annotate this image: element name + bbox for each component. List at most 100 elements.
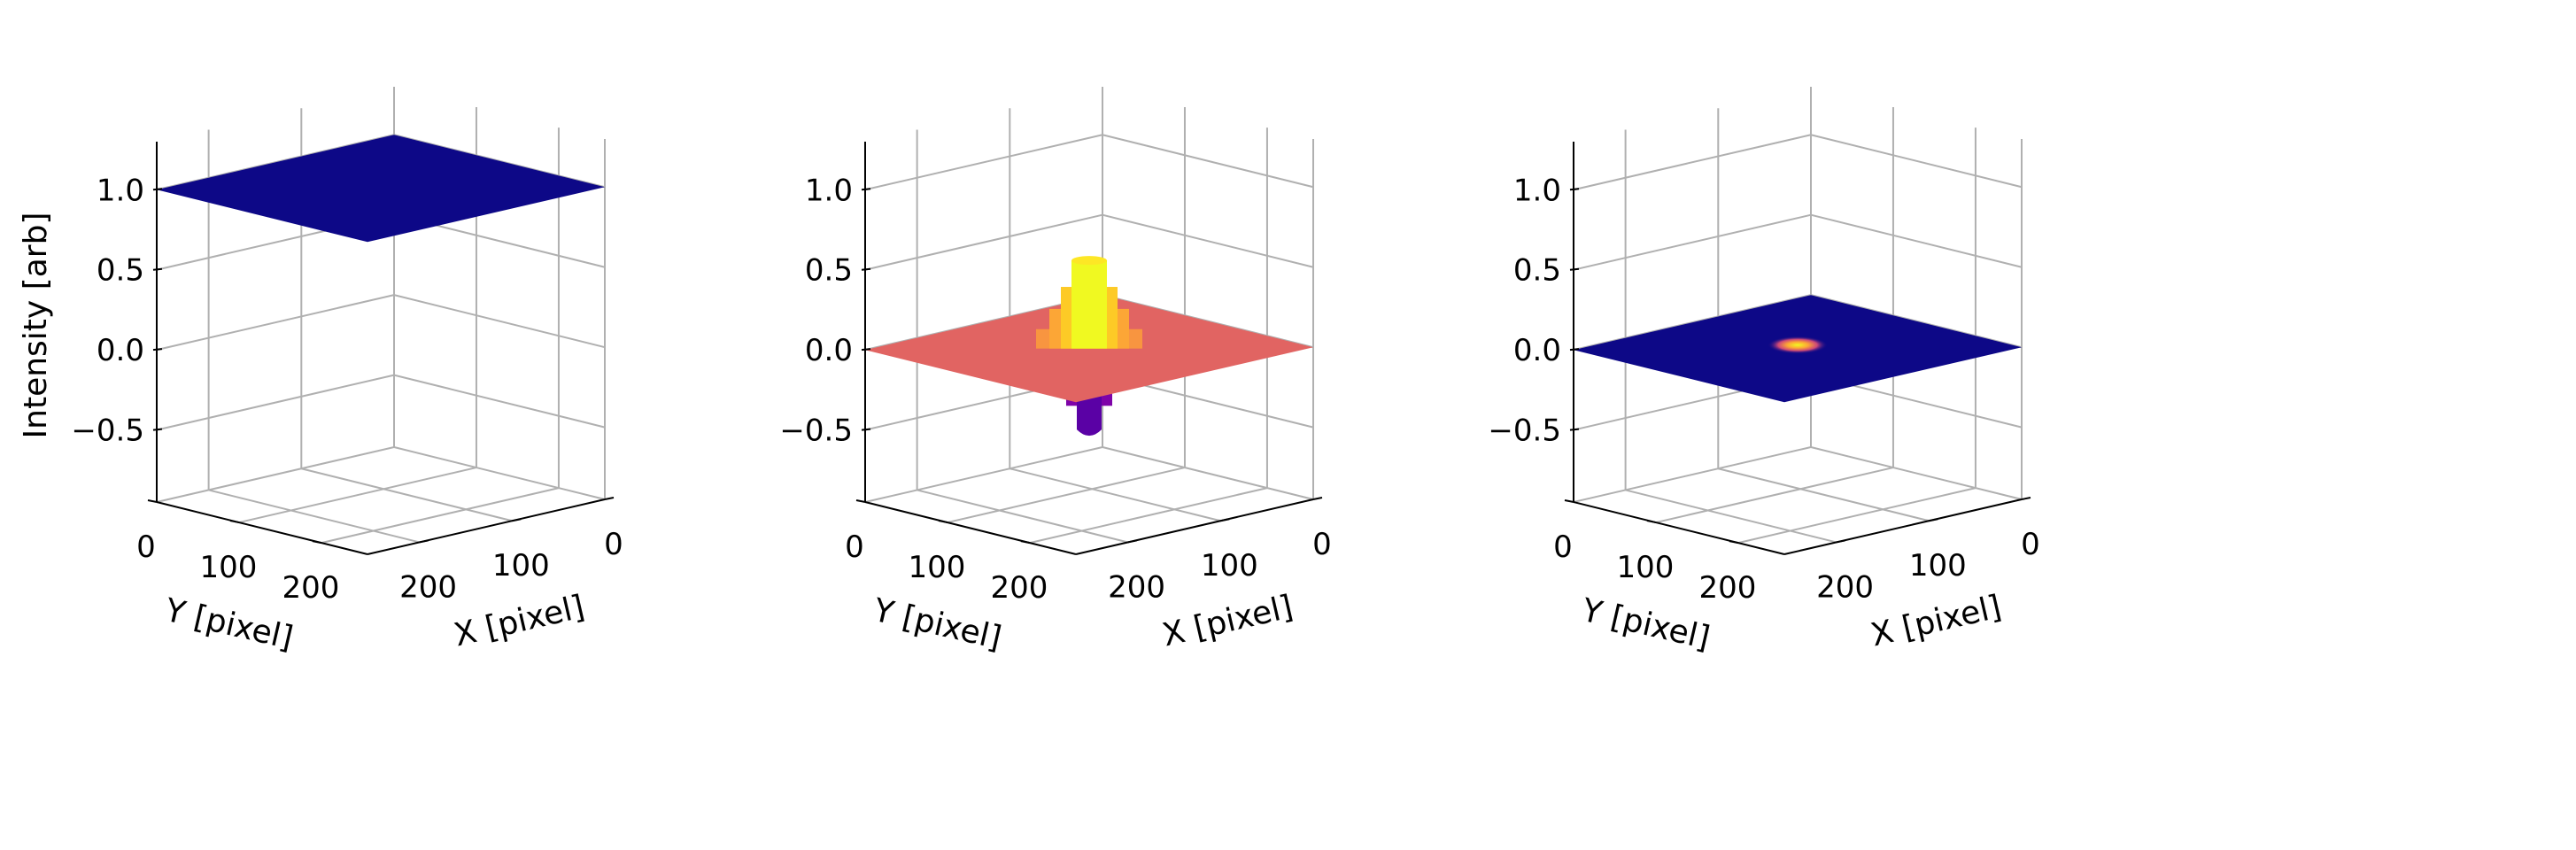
x-axis-label: X [pixel] — [1868, 589, 2005, 654]
floor-gridline — [1810, 446, 2023, 500]
y-axis-label: Y [pixel] — [1578, 592, 1713, 657]
y-axis-line — [1573, 501, 1785, 555]
y-axis-line — [864, 501, 1077, 555]
floor-gridline — [156, 446, 395, 503]
x-tick-label: 0 — [1312, 527, 1332, 562]
floor-gridline — [238, 467, 477, 524]
y-tick — [1564, 499, 1574, 503]
z-gridline — [393, 134, 606, 189]
x-tick — [2021, 497, 2031, 500]
x-axis-line — [1075, 498, 1314, 555]
z-tick — [1569, 348, 1580, 352]
y-tick — [229, 520, 240, 524]
z-axis-label: Intensity [arb] — [18, 212, 54, 439]
x-tick — [419, 539, 429, 544]
z-tick-label: −0.5 — [779, 413, 853, 449]
z-gridline — [864, 134, 1103, 191]
z-gridline — [1810, 294, 2023, 349]
x-tick-label: 200 — [1816, 569, 1874, 605]
x-tick — [1929, 518, 1938, 522]
y-tick-label: 200 — [282, 570, 339, 606]
x-tick-label: 100 — [1201, 548, 1258, 583]
z-gridline — [156, 134, 395, 191]
floor-gridline — [321, 487, 560, 545]
y-axis-label: Y [pixel] — [870, 592, 1005, 657]
x-tick — [604, 497, 615, 500]
z-gridline — [1573, 213, 1812, 271]
z-tick — [861, 348, 871, 352]
z-gridline — [1573, 294, 1812, 352]
x-axis-line — [1783, 498, 2023, 555]
floor-gridline — [917, 489, 1128, 544]
z-tick — [152, 267, 163, 271]
z-gridline — [156, 294, 395, 352]
x-tick — [1220, 518, 1230, 522]
x-tick — [1312, 497, 1323, 500]
y-axis-line — [156, 501, 368, 555]
y-tick-label: 100 — [200, 550, 258, 585]
z-gridline — [1810, 134, 2023, 189]
floor-gridline — [301, 468, 513, 522]
y-tick — [1646, 520, 1657, 524]
y-tick — [312, 540, 322, 545]
floor-gridline — [1718, 468, 1930, 522]
surface — [157, 135, 605, 243]
z-tick-label: 0.5 — [1513, 253, 1561, 289]
floor-gridline — [947, 467, 1186, 524]
y-axis-label: Y [pixel] — [161, 592, 297, 657]
z-tick-label: 0.0 — [97, 333, 144, 368]
peak-top — [1071, 256, 1107, 266]
peak-tier — [1071, 260, 1107, 349]
z-gridline — [1102, 213, 1314, 268]
grid-lines — [1572, 87, 2023, 545]
surface-bump — [1767, 336, 1828, 354]
x-tick-label: 100 — [1909, 548, 1967, 583]
z-gridline — [393, 294, 606, 349]
z-tick-label: −0.5 — [71, 413, 144, 449]
z-gridline — [1810, 213, 2023, 268]
x-tick — [512, 518, 522, 522]
floor-gridline — [393, 446, 606, 500]
z-tick-label: 1.0 — [97, 173, 144, 208]
floor-gridline — [1655, 467, 1894, 524]
y-tick — [855, 499, 866, 503]
z-tick-label: 0.0 — [1513, 333, 1561, 368]
z-tick — [861, 267, 871, 271]
floor-gridline — [864, 446, 1103, 503]
y-tick-label: 0 — [136, 529, 156, 565]
z-gridline — [1102, 134, 1314, 189]
y-tick-label: 100 — [1617, 550, 1675, 585]
x-tick-label: 200 — [399, 569, 457, 605]
y-tick-label: 0 — [1553, 529, 1573, 565]
x-tick — [1836, 539, 1845, 544]
z-tick — [152, 348, 163, 352]
z-gridline — [393, 374, 606, 429]
floor-gridline — [208, 489, 420, 544]
floor-gridline — [1573, 446, 1812, 503]
floor-gridline — [1010, 468, 1221, 522]
x-tick — [1127, 539, 1137, 544]
surface-plane — [865, 295, 1313, 403]
z-tick-label: −0.5 — [1488, 413, 1561, 449]
floor-gridline — [1029, 487, 1268, 545]
surface-peak — [1035, 256, 1142, 349]
x-tick-label: 200 — [1108, 569, 1165, 605]
x-axis-label: X [pixel] — [451, 589, 588, 654]
floor-gridline — [1102, 446, 1314, 500]
y-tick-label: 200 — [1698, 570, 1756, 606]
z-gridline — [156, 374, 395, 431]
y-tick — [147, 499, 158, 503]
z-gridline — [864, 213, 1103, 271]
z-tick-label: 1.0 — [1513, 173, 1561, 208]
z-tick — [152, 428, 163, 431]
z-tick — [1569, 267, 1580, 271]
z-tick-label: 0.5 — [97, 253, 144, 289]
floor-gridline — [1625, 489, 1837, 544]
z-tick — [861, 428, 871, 431]
y-tick-label: 100 — [909, 550, 966, 585]
